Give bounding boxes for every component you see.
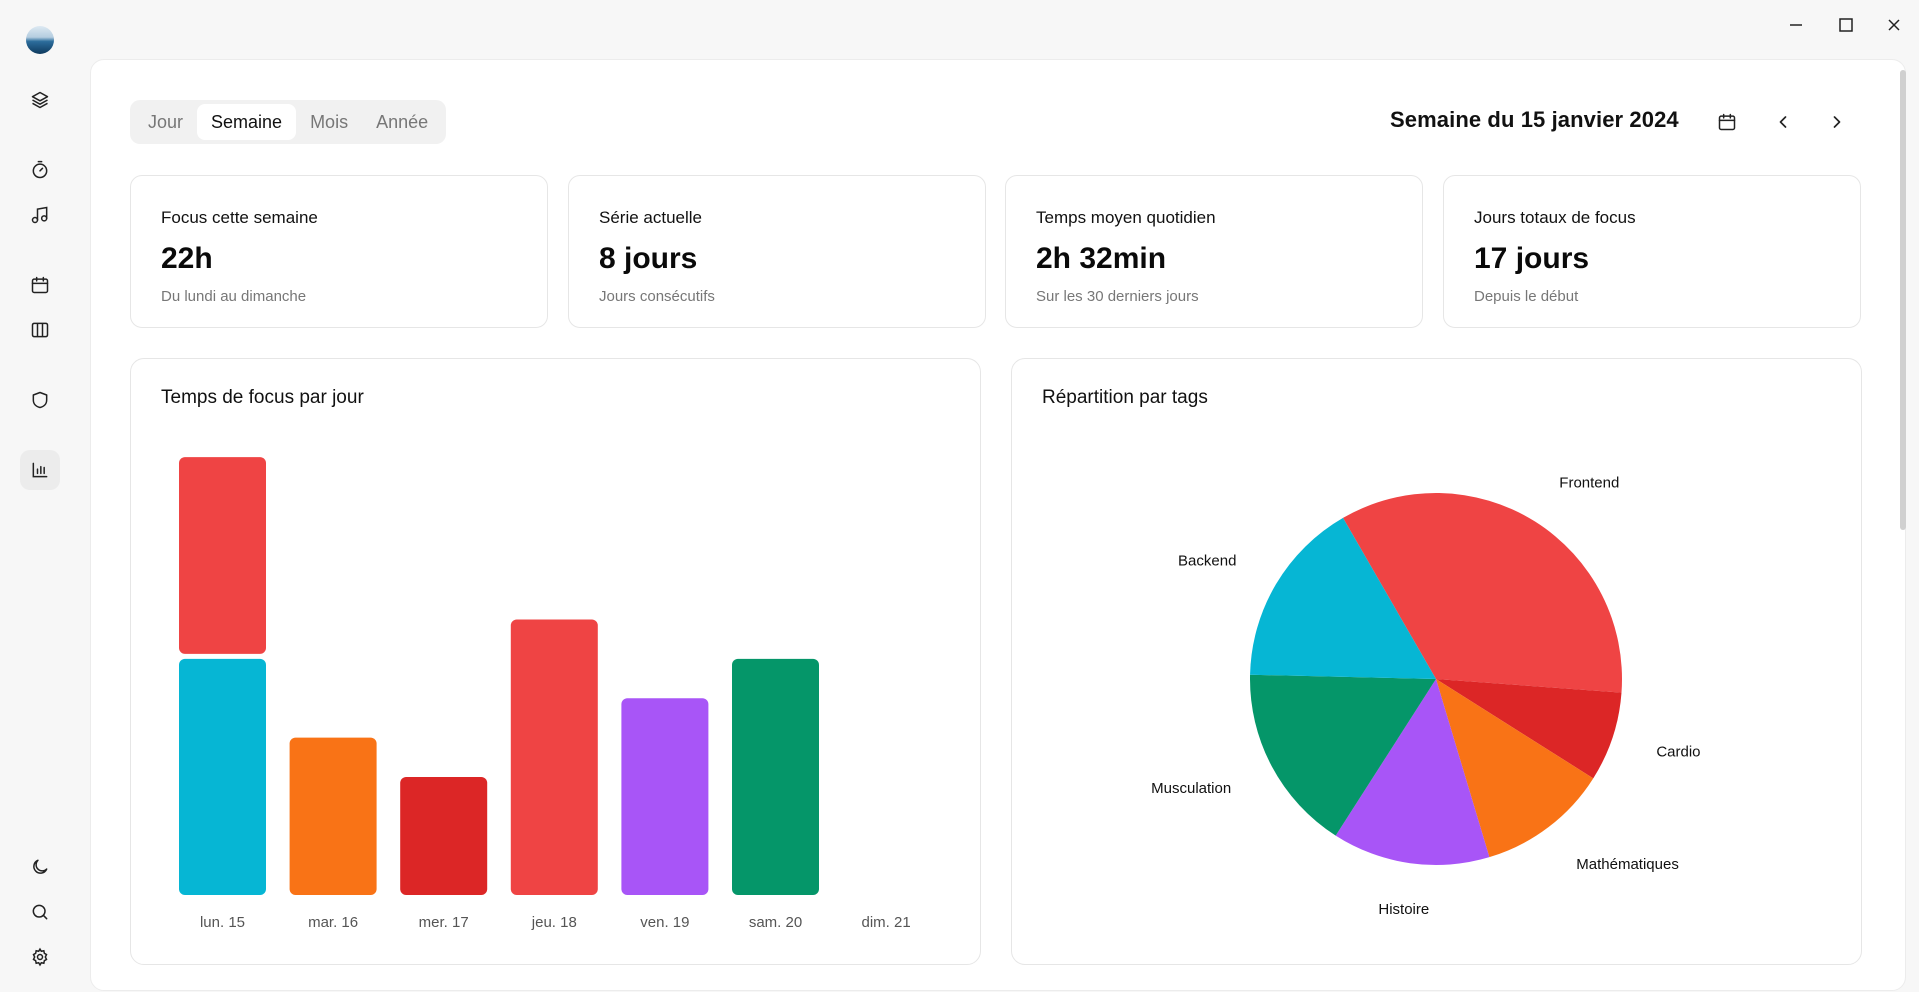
- bar-chart-icon[interactable]: [20, 450, 60, 490]
- panel-title: Temps de focus par jour: [161, 387, 364, 408]
- calendar-picker-icon[interactable]: [1712, 107, 1742, 137]
- pie-slice-frontend[interactable]: [1343, 493, 1622, 693]
- stat-value: 2h 32min: [1036, 242, 1167, 275]
- columns-icon[interactable]: [20, 310, 60, 350]
- maximize-icon[interactable]: [1828, 10, 1864, 40]
- bar-mar-16-mathématiques[interactable]: [289, 737, 377, 895]
- moon-icon[interactable]: [20, 847, 60, 887]
- stat-label: Focus cette semaine: [161, 208, 318, 227]
- x-tick-label: jeu. 18: [531, 914, 577, 931]
- x-tick-label: lun. 15: [200, 914, 245, 931]
- music-icon[interactable]: [20, 195, 60, 235]
- stat-value: 22h: [161, 242, 213, 275]
- stat-sub: Jours consécutifs: [599, 288, 715, 305]
- chevron-left-icon[interactable]: [1768, 107, 1798, 137]
- layers-icon[interactable]: [20, 80, 60, 120]
- chevron-right-icon[interactable]: [1822, 107, 1852, 137]
- pie-slice-musculation[interactable]: [1250, 674, 1436, 836]
- stat-label: Jours totaux de focus: [1474, 208, 1636, 227]
- stat-value: 17 jours: [1474, 242, 1590, 275]
- timer-icon[interactable]: [20, 150, 60, 190]
- stat-card-total-days: Jours totaux de focus 17 jours Depuis le…: [1443, 175, 1861, 328]
- search-icon[interactable]: [20, 892, 60, 932]
- bar-mer-17-cardio[interactable]: [400, 776, 488, 895]
- stat-sub: Depuis le début: [1474, 288, 1579, 305]
- panel-title: Répartition par tags: [1042, 387, 1208, 408]
- daily-focus-panel: Temps de focus par jour lun. 15 mar. 16 me…: [130, 358, 981, 965]
- daily-focus-bar-chart: lun. 15 mar. 16 mer. 17 jeu. 18 ven. 19 sam. …: [179, 457, 911, 931]
- pie-label-backend: Backend: [1178, 553, 1236, 570]
- pie-label-frontend: Frontend: [1559, 474, 1619, 491]
- bar-jeu-18-frontend[interactable]: [510, 619, 598, 895]
- tags-panel: Répartition par tags Frontend Cardio Mathé…: [1011, 358, 1862, 965]
- shield-icon[interactable]: [20, 380, 60, 420]
- tags-pie-chart: Frontend Cardio Mathématiques Histoire Muscu…: [1151, 474, 1700, 918]
- stat-sub: Sur les 30 derniers jours: [1036, 288, 1199, 305]
- bar-lun-15-frontend[interactable]: [179, 457, 266, 654]
- week-title: Semaine du 15 janvier 2024: [1390, 107, 1679, 132]
- x-tick-label: dim. 21: [861, 914, 910, 931]
- x-tick-label: ven. 19: [640, 914, 689, 931]
- app-logo: [26, 26, 54, 54]
- stat-sub: Du lundi au dimanche: [161, 288, 307, 305]
- pie-slice-backend[interactable]: [1250, 517, 1436, 679]
- stat-value: 8 jours: [599, 242, 698, 275]
- bar-sam-20-musculation[interactable]: [732, 658, 819, 895]
- x-tick-label: sam. 20: [749, 914, 802, 931]
- period-tabs: Jour Semaine Mois Année: [130, 100, 447, 144]
- tab-mois[interactable]: Mois: [310, 111, 349, 132]
- sidebar: [0, 0, 80, 992]
- pie-slice-histoire[interactable]: [1335, 679, 1490, 865]
- stat-card-streak: Série actuelle 8 jours Jours consécutifs: [568, 175, 986, 328]
- calendar-icon[interactable]: [20, 265, 60, 305]
- minimize-icon[interactable]: [1778, 10, 1814, 40]
- pie-slice-cardio[interactable]: [1436, 679, 1622, 779]
- x-tick-label: mar. 16: [308, 914, 358, 931]
- tab-jour[interactable]: Jour: [148, 111, 184, 132]
- stat-card-avg-daily: Temps moyen quotidien 2h 32min Sur les 3…: [1005, 175, 1423, 328]
- pie-label-histoire: Histoire: [1378, 901, 1429, 918]
- tab-annee[interactable]: Année: [376, 111, 429, 132]
- pie-label-musculation: Musculation: [1151, 780, 1231, 797]
- pie-label-cardio: Cardio: [1656, 744, 1700, 761]
- stat-label: Temps moyen quotidien: [1036, 208, 1216, 227]
- stat-label: Série actuelle: [599, 208, 703, 227]
- pie-label-mathématiques: Mathématiques: [1576, 856, 1679, 873]
- tab-semaine[interactable]: Semaine: [197, 104, 297, 140]
- pie-slice-mathématiques[interactable]: [1436, 679, 1594, 858]
- bar-lun-15-backend[interactable]: [179, 658, 266, 895]
- x-tick-label: mer. 17: [419, 914, 469, 931]
- stat-card-focus-week: Focus cette semaine 22h Du lundi au dima…: [130, 175, 548, 328]
- gear-icon[interactable]: [20, 937, 60, 977]
- bar-ven-19-histoire[interactable]: [621, 698, 709, 895]
- close-icon[interactable]: [1876, 10, 1912, 40]
- scrollbar[interactable]: [1900, 70, 1906, 530]
